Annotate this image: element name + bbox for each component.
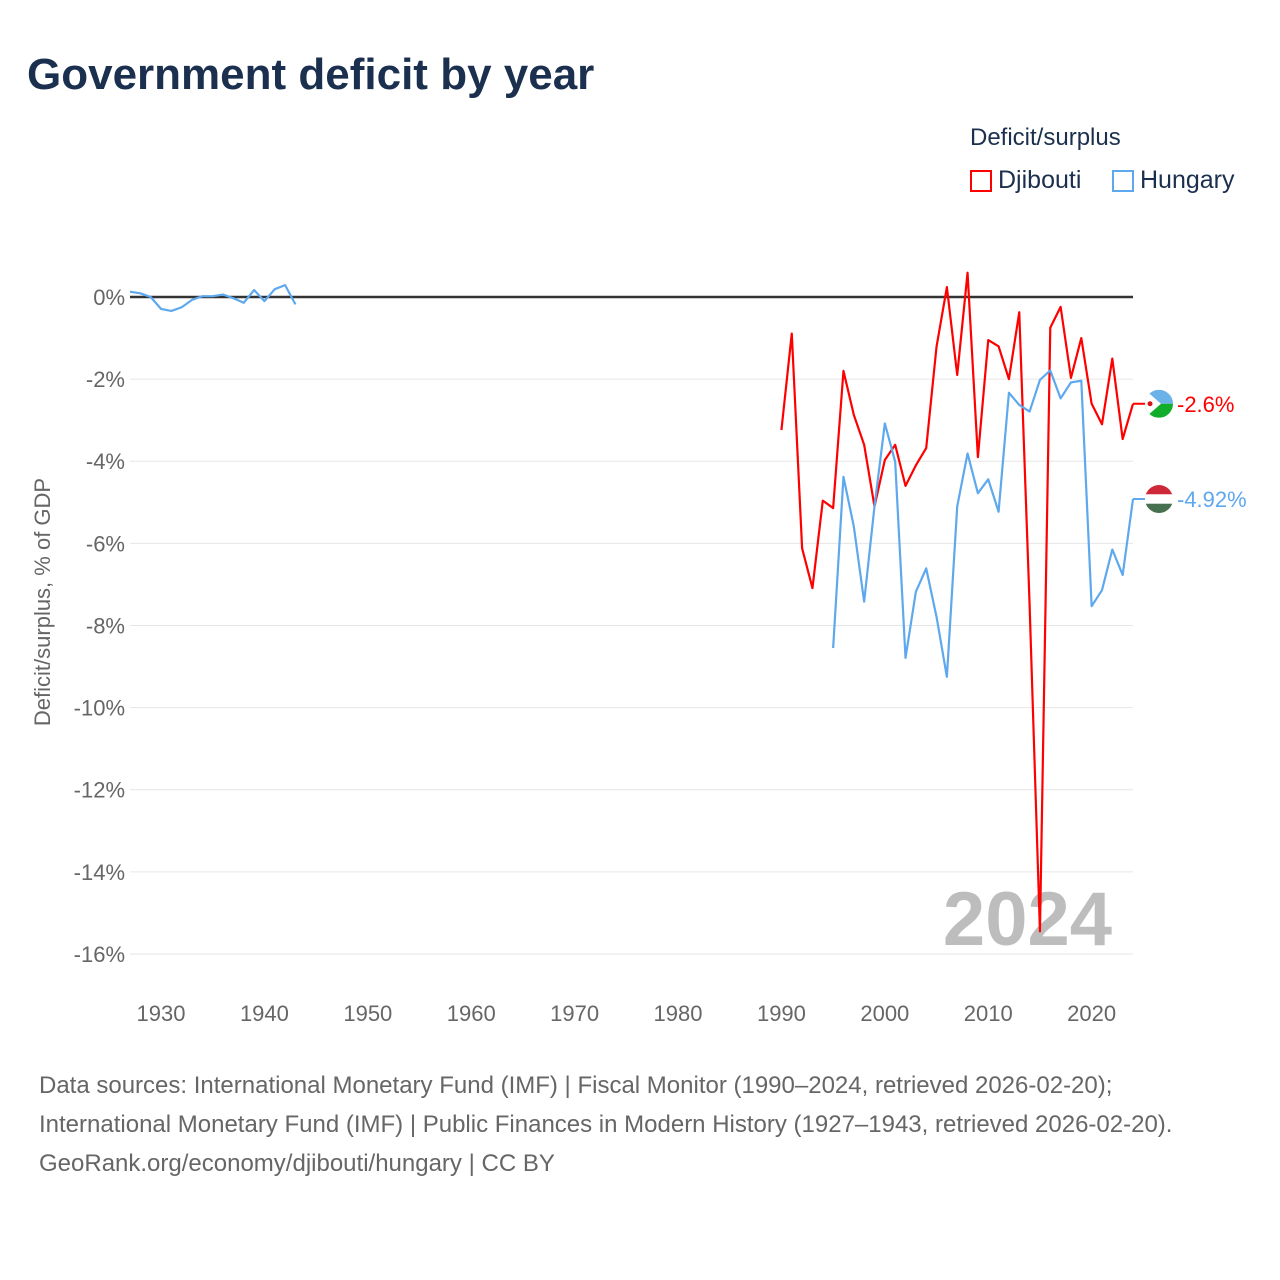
source-line: Data sources: International Monetary Fun…	[39, 1072, 1113, 1099]
x-tick-label: 1940	[240, 1001, 289, 1026]
x-tick-label: 2010	[964, 1001, 1013, 1026]
y-axis-label: Deficit/surplus, % of GDP	[30, 478, 55, 726]
legend-item-djibouti[interactable]: Djibouti	[970, 166, 1081, 195]
legend-label: Djibouti	[998, 166, 1082, 194]
djibouti-flag-icon	[1145, 389, 1173, 418]
y-tick-label: 0%	[93, 285, 125, 310]
x-tick-label: 1960	[447, 1001, 496, 1026]
end-value-label: -2.6%	[1177, 392, 1234, 417]
legend-label: Hungary	[1140, 166, 1235, 194]
source-link[interactable]: GeoRank.org/economy/djibouti/hungary | C…	[39, 1150, 555, 1177]
y-tick-label: -16%	[74, 942, 125, 967]
y-tick-label: -10%	[74, 696, 125, 721]
x-tick-label: 2020	[1067, 1001, 1116, 1026]
legend-swatch	[970, 169, 992, 192]
y-tick-label: -8%	[86, 613, 125, 638]
x-tick-label: 1970	[550, 1001, 599, 1026]
legend-swatch	[1112, 169, 1134, 192]
chart-title: Government deficit by year	[27, 50, 595, 99]
end-value-label: -4.92%	[1177, 487, 1247, 512]
series-line-djibouti	[780, 271, 1135, 933]
hungary-flag-icon	[1145, 485, 1173, 514]
source-line: International Monetary Fund (IMF) | Publ…	[39, 1111, 1173, 1138]
y-tick-label: -14%	[74, 860, 125, 885]
legend-title: Deficit/surplus	[970, 124, 1121, 151]
x-tick-label: 1950	[343, 1001, 392, 1026]
sources-note: Data sources: International Monetary Fun…	[39, 1066, 1239, 1183]
series-line-hungary	[832, 369, 1135, 678]
year-watermark: 2024	[943, 877, 1112, 962]
x-tick-label: 1980	[654, 1001, 703, 1026]
y-tick-label: -6%	[86, 531, 125, 556]
series-line-hungary	[129, 283, 297, 313]
y-tick-label: -12%	[74, 778, 125, 803]
y-tick-label: -2%	[86, 367, 125, 392]
x-tick-label: 1990	[757, 1001, 806, 1026]
chart-plot: 0% -2% -4% -6% -8% -10% -12% -14% -16% 1930 1940 19…	[30, 271, 1247, 1026]
legend-item-hungary[interactable]: Hungary	[1112, 166, 1235, 195]
x-tick-label: 2000	[860, 1001, 909, 1026]
y-tick-label: -4%	[86, 449, 125, 474]
x-tick-label: 1930	[137, 1001, 186, 1026]
